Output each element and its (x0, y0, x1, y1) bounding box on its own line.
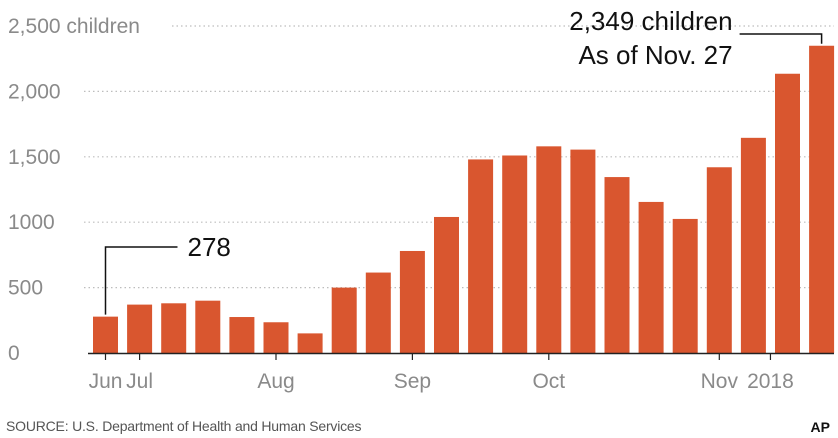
bar (161, 303, 187, 353)
annotation-text: 2,349 children (569, 6, 732, 36)
source-note: SOURCE: U.S. Department of Health and Hu… (6, 418, 362, 434)
y-tick-label: 2,000 (8, 80, 61, 103)
bar (740, 137, 766, 353)
annotations: 278 2,349 children As of Nov. 27 (104, 6, 823, 315)
bar (399, 250, 425, 353)
bar (638, 201, 664, 353)
x-tick-label: Jul (126, 370, 153, 393)
bar (297, 333, 323, 353)
bar (365, 272, 391, 353)
y-tick-label: 1,500 (8, 146, 61, 169)
x-axis-ticks: Jun Jul Aug Sep Oct Nov 2018 (88, 352, 834, 393)
y-tick-label: 0 (8, 342, 20, 365)
annotation-text: 278 (188, 232, 231, 262)
bar (570, 149, 596, 353)
bar (434, 216, 459, 353)
bar (706, 167, 732, 353)
bar (229, 317, 255, 353)
bar (468, 159, 494, 353)
bar (775, 73, 800, 353)
x-tick-label: 2018 (747, 370, 794, 393)
y-tick-label: 1000 (8, 211, 55, 234)
bar (263, 322, 289, 353)
bar (809, 45, 835, 354)
ap-credit: AP (810, 419, 830, 435)
bar (127, 304, 153, 353)
bar (672, 218, 698, 353)
x-tick-label: Nov (701, 370, 739, 393)
x-tick-label: Jun (89, 370, 123, 393)
bar (536, 146, 562, 353)
bar (502, 155, 528, 353)
bar (604, 177, 630, 353)
x-tick-label: Sep (394, 370, 431, 393)
x-tick-label: Oct (532, 370, 565, 393)
bar (195, 300, 221, 353)
annotation-leader (104, 246, 178, 315)
annotation-leader (739, 33, 823, 44)
y-tick-label: 500 (8, 277, 43, 300)
bar (93, 316, 118, 353)
annotation-text: As of Nov. 27 (578, 40, 732, 70)
y-axis-ticks: 2,500 children 2,000 1,500 1000 500 0 (8, 15, 140, 365)
bars (93, 45, 835, 354)
x-tick-label: Aug (257, 370, 294, 393)
y-tick-label: 2,500 children (8, 15, 140, 38)
bar (331, 287, 357, 353)
